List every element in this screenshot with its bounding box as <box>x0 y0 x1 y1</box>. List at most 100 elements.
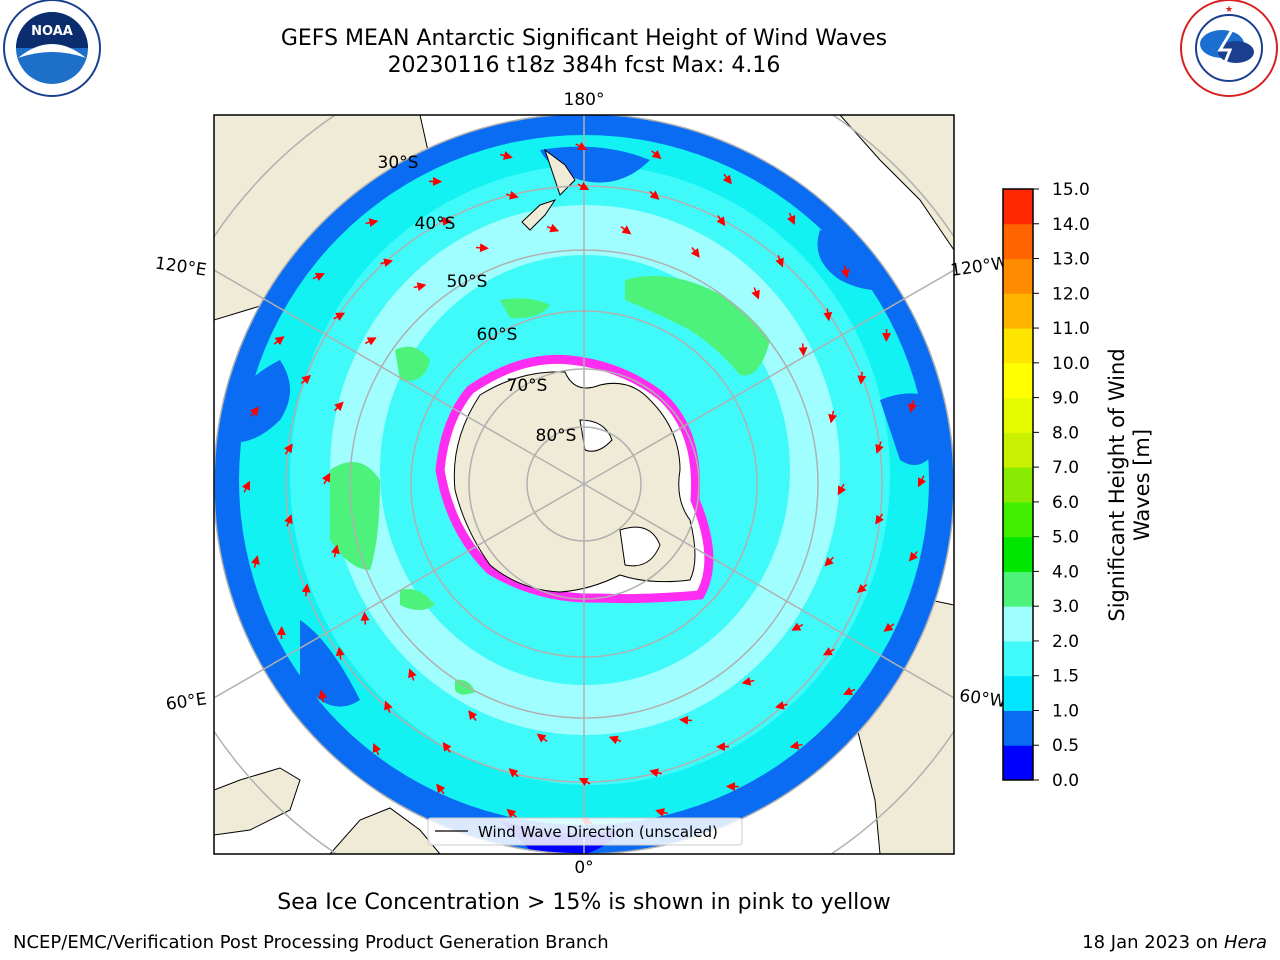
wind-wave-arrow <box>649 768 663 778</box>
colorbar <box>1003 189 1033 781</box>
wind-wave-arrow <box>372 743 382 756</box>
colorbar-segment <box>1003 328 1033 364</box>
wind-wave-arrow <box>789 740 803 750</box>
wind-wave-arrow <box>774 700 788 710</box>
wind-wave-arrow <box>360 611 370 625</box>
colorbar-tick-label: 5.0 <box>1052 528 1079 548</box>
wind-wave-arrow <box>823 308 833 322</box>
weddell-ice-shelf <box>619 526 661 567</box>
wind-wave-arrow <box>837 483 847 496</box>
wind-wave-arrow <box>828 410 838 424</box>
wind-wave-arrow <box>318 689 328 703</box>
wind-wave-arrow <box>651 149 662 160</box>
lon-label-0: 0° <box>574 858 593 878</box>
wind-wave-arrow <box>284 514 293 527</box>
colorbar-tick-label: 3.0 <box>1052 597 1079 617</box>
colorbar-tick-label: 1.5 <box>1052 667 1079 687</box>
wind-wave-arrow <box>330 544 340 558</box>
wind-wave-arrow <box>578 777 591 787</box>
wind-wave-arrow <box>822 647 835 656</box>
wind-wave-arrow <box>384 700 393 713</box>
wind-wave-arrow <box>365 218 379 228</box>
colorbar-segment <box>1003 258 1033 294</box>
wind-wave-arrow <box>857 371 867 385</box>
colorbar-segment <box>1003 432 1033 468</box>
chart-subtitle: 20230116 t18z 384h fcst Max: 4.16 <box>387 53 781 78</box>
colorbar-segment <box>1003 675 1033 711</box>
wind-wave-arrow <box>408 668 417 681</box>
colorbar-tick-label: 13.0 <box>1052 250 1090 270</box>
chart-title: GEFS MEAN Antarctic Significant Height o… <box>280 26 888 51</box>
colorbar-label-line2: Waves [m] <box>1130 429 1154 541</box>
colorbar-segment <box>1003 501 1033 538</box>
wind-wave-arrow <box>413 282 427 292</box>
wind-wave-arrow <box>875 441 884 454</box>
colorbar-tick-label: 15.0 <box>1052 180 1090 200</box>
wind-wave-arrow <box>273 336 285 346</box>
wind-wave-arrow <box>840 265 850 279</box>
lat-label-70s: 70°S <box>507 376 548 396</box>
wind-wave-arrow <box>333 312 346 321</box>
footer-credit: NCEP/EMC/Verification Post Processing Pr… <box>13 932 609 953</box>
wind-wave-arrow <box>741 676 755 686</box>
wind-wave-arrow <box>908 400 917 413</box>
colorbar-tick-label: 2.0 <box>1052 632 1079 652</box>
wind-wave-arrow <box>475 243 489 253</box>
colorbar-segment <box>1003 606 1033 642</box>
wind-wave-arrow <box>722 173 732 185</box>
lon-label-120e: 120°E <box>154 254 208 281</box>
colorbar-label-line1: Significant Height of Wind <box>1105 348 1129 621</box>
wind-wave-arrow <box>284 443 293 455</box>
wind-wave-arrow <box>335 646 345 660</box>
wind-wave-arrow <box>620 225 632 235</box>
wind-wave-arrow <box>883 622 895 632</box>
sea-ice-caption: Sea Ice Concentration > 15% is shown in … <box>277 890 891 915</box>
colorbar-tick-label: 10.0 <box>1052 354 1090 374</box>
colorbar-tick-label: 14.0 <box>1052 215 1090 235</box>
wind-wave-arrow <box>300 374 312 385</box>
legend-label: Wind Wave Direction (unscaled) <box>478 823 718 841</box>
wind-wave-arrows <box>241 141 927 827</box>
colorbar-segment <box>1003 640 1033 677</box>
wind-wave-arrow <box>856 583 868 594</box>
colorbar-tick-label: 11.0 <box>1052 319 1090 339</box>
wind-wave-arrow <box>751 287 760 300</box>
wind-wave-arrow <box>546 223 560 233</box>
wind-wave-arrow <box>380 258 394 268</box>
colorbar-tick-label: 1.0 <box>1052 701 1079 721</box>
wind-wave-arrow <box>908 551 919 562</box>
wind-wave-arrow <box>875 513 884 525</box>
wind-wave-arrow <box>536 733 548 743</box>
lat-label-50s: 50°S <box>447 272 488 292</box>
wind-wave-arrow <box>506 808 517 819</box>
colorbar-tick-label: 9.0 <box>1052 389 1079 409</box>
wind-wave-arrow <box>577 181 590 191</box>
wave-height-high-region <box>625 276 770 376</box>
colorbar-tick-label: 6.0 <box>1052 493 1079 513</box>
wind-wave-arrow <box>334 401 344 412</box>
wind-wave-arrow <box>843 686 856 696</box>
colorbar-segment <box>1003 293 1033 329</box>
lat-label-60s: 60°S <box>477 325 518 345</box>
wind-wave-arrow <box>364 337 377 346</box>
wind-wave-arrow <box>508 768 519 778</box>
colorbar-segment <box>1003 571 1033 607</box>
footer-date-text: 18 Jan 2023 on <box>1082 932 1219 953</box>
lon-label-120w: 120°W <box>949 253 1009 281</box>
wind-wave-arrow <box>716 215 726 227</box>
wind-wave-arrow <box>649 190 660 200</box>
colorbar-segment <box>1003 362 1033 399</box>
new-zealand-land <box>521 148 576 231</box>
colorbar-tick-label: 0.0 <box>1052 771 1079 791</box>
map-area <box>214 115 954 854</box>
wind-wave-arrow <box>301 583 311 597</box>
wind-wave-arrow <box>786 212 796 225</box>
colorbar-segment <box>1003 189 1033 225</box>
colorbar-tick-label: 4.0 <box>1052 562 1079 582</box>
footer-machine: Hera <box>1223 932 1267 953</box>
lat-label-30s: 30°S <box>378 153 419 173</box>
colorbar-segment <box>1003 223 1033 260</box>
wind-wave-arrow <box>775 255 784 268</box>
map-legend: Wind Wave Direction (unscaled) <box>427 817 743 846</box>
